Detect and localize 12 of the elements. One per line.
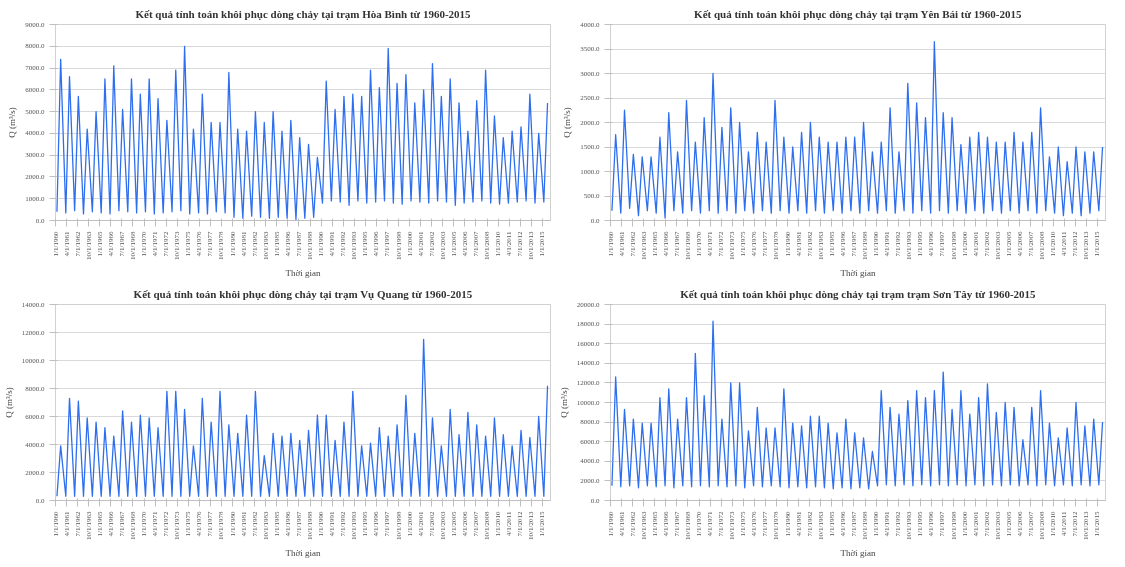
x-axis-title: Thời gian (285, 267, 321, 278)
chart-title: Kết quả tính toán khôi phục dòng chảy tại trạm Yên Bái từ 1960-2015 (694, 7, 1022, 20)
x-axis-title: Thời gian (285, 547, 321, 558)
x-axis-title: Thời gian (840, 547, 876, 558)
y-axis-title: Q (m³/s) (7, 107, 18, 138)
y-axis-title: Q (m³/s) (558, 387, 569, 418)
y-axis-title: Q (m³/s) (3, 387, 14, 418)
y-axis-title: Q (m³/s) (562, 107, 573, 138)
chart-title: Kết quả tính toán khôi phục dòng chảy tại trạm Vụ Quang từ 1960-2015 (133, 287, 473, 300)
x-axis-title: Thời gian (840, 267, 876, 278)
chart-title: Kết quả tính toán khôi phục dòng chảy tại trạm trạm Sơn Tây từ 1960-2015 (680, 287, 1037, 300)
chart-title: Kết quả tính toán khôi phục dòng chảy tại trạm Hòa Bình từ 1960-2015 (135, 7, 472, 20)
